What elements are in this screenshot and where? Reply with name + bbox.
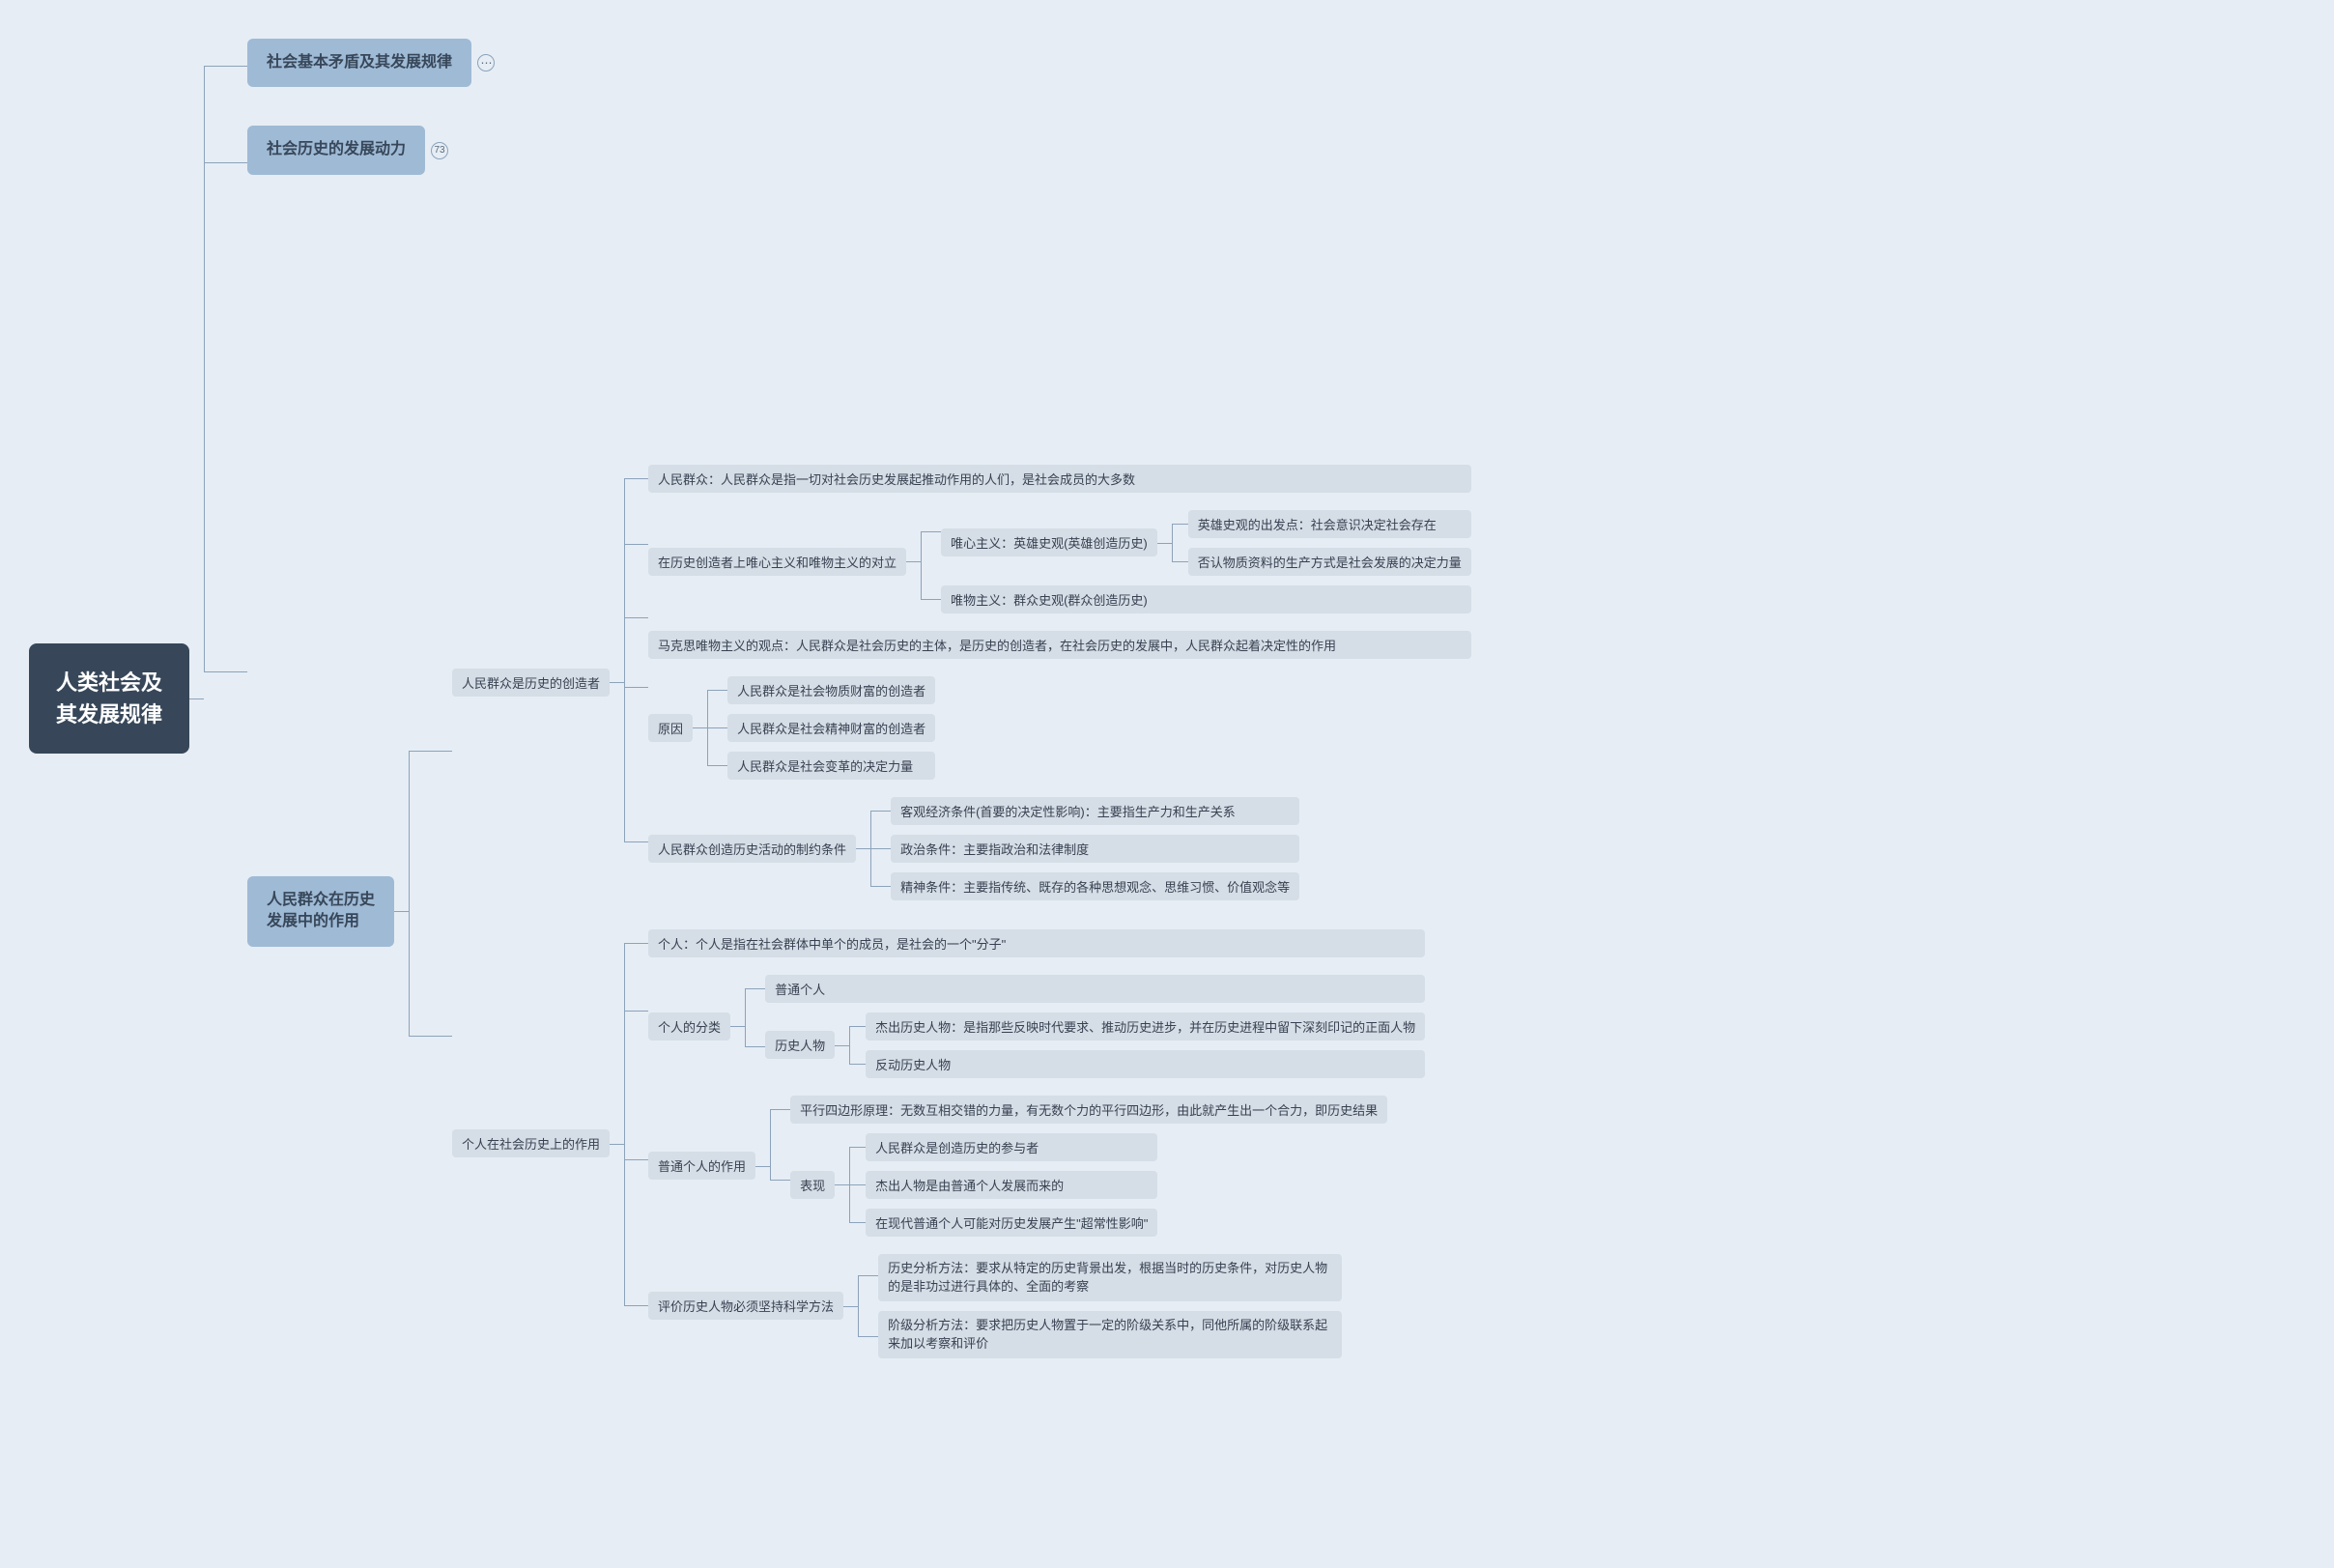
s1[interactable]: 人民群众是历史的创造者 (452, 669, 610, 697)
s1c4[interactable]: 原因 (648, 714, 693, 742)
s2c2[interactable]: 个人的分类 (648, 1012, 730, 1041)
s2c3[interactable]: 普通个人的作用 (648, 1152, 755, 1180)
s2c2i2[interactable]: 历史人物 (765, 1031, 835, 1059)
s1c1[interactable]: 人民群众：人民群众是指一切对社会历史发展起推动作用的人们，是社会成员的大多数 (648, 465, 1471, 493)
s1c2i1d1[interactable]: 英雄史观的出发点：社会意识决定社会存在 (1188, 510, 1471, 538)
branch-1-row: 社会基本矛盾及其发展规律 ⋯ (247, 39, 1471, 87)
expand-icon[interactable]: ⋯ (477, 54, 495, 71)
s1c2[interactable]: 在历史创造者上唯心主义和唯物主义的对立 (648, 548, 906, 576)
branch-3[interactable]: 人民群众在历史 发展中的作用 (247, 876, 394, 947)
s2[interactable]: 个人在社会历史上的作用 (452, 1129, 610, 1157)
mindmap: 人类社会及 其发展规律 社会基本矛盾及其发展规律 ⋯ 社会历史的发展动力 73 … (29, 39, 2305, 1358)
branch-2-row: 社会历史的发展动力 73 (247, 126, 1471, 174)
s2c3i1[interactable]: 平行四边形原理：无数互相交错的力量，有无数个力的平行四边形，由此就产生出一个合力… (790, 1096, 1387, 1124)
s2c3i2d2[interactable]: 杰出人物是由普通个人发展而来的 (866, 1171, 1157, 1199)
s2c3i2[interactable]: 表现 (790, 1171, 835, 1199)
s2c2i2d2[interactable]: 反动历史人物 (866, 1050, 1425, 1078)
s1c5i3[interactable]: 精神条件：主要指传统、既存的各种思想观念、思维习惯、价值观念等 (891, 872, 1299, 900)
branch-3-row: 人民群众在历史 发展中的作用 人民群众是历史的创造者 (247, 465, 1471, 1358)
s1c5i2[interactable]: 政治条件：主要指政治和法律制度 (891, 835, 1299, 863)
s1c5[interactable]: 人民群众创造历史活动的制约条件 (648, 835, 856, 863)
count-badge[interactable]: 73 (431, 142, 448, 159)
s1c4i2[interactable]: 人民群众是社会精神财富的创造者 (727, 714, 935, 742)
s1c2i1d2[interactable]: 否认物质资料的生产方式是社会发展的决定力量 (1188, 548, 1471, 576)
s1c2i1[interactable]: 唯心主义：英雄史观(英雄创造历史) (941, 528, 1157, 556)
s2c4i1[interactable]: 历史分析方法：要求从特定的历史背景出发，根据当时的历史条件，对历史人物的是非功过… (878, 1254, 1342, 1301)
s1c3[interactable]: 马克思唯物主义的观点：人民群众是社会历史的主体，是历史的创造者，在社会历史的发展… (648, 631, 1471, 659)
s2c2i2d1[interactable]: 杰出历史人物：是指那些反映时代要求、推动历史进步，并在历史进程中留下深刻印记的正… (866, 1012, 1425, 1041)
s1c2i2[interactable]: 唯物主义：群众史观(群众创造历史) (941, 585, 1471, 613)
root-node[interactable]: 人类社会及 其发展规律 (29, 643, 189, 754)
branch-1[interactable]: 社会基本矛盾及其发展规律 (247, 39, 471, 87)
s2c3i2d3[interactable]: 在现代普通个人可能对历史发展产生"超常性影响" (866, 1209, 1157, 1237)
s1c4i3[interactable]: 人民群众是社会变革的决定力量 (727, 752, 935, 780)
s2c4[interactable]: 评价历史人物必须坚持科学方法 (648, 1292, 843, 1320)
s1c4i1[interactable]: 人民群众是社会物质财富的创造者 (727, 676, 935, 704)
s1c5i1[interactable]: 客观经济条件(首要的决定性影响)：主要指生产力和生产关系 (891, 797, 1299, 825)
s2c4i2[interactable]: 阶级分析方法：要求把历史人物置于一定的阶级关系中，同他所属的阶级联系起来加以考察… (878, 1311, 1342, 1358)
s2c3i2d1[interactable]: 人民群众是创造历史的参与者 (866, 1133, 1157, 1161)
branch-2[interactable]: 社会历史的发展动力 (247, 126, 425, 174)
s2c1[interactable]: 个人：个人是指在社会群体中单个的成员，是社会的一个"分子" (648, 929, 1425, 957)
s2c2i1[interactable]: 普通个人 (765, 975, 1425, 1003)
